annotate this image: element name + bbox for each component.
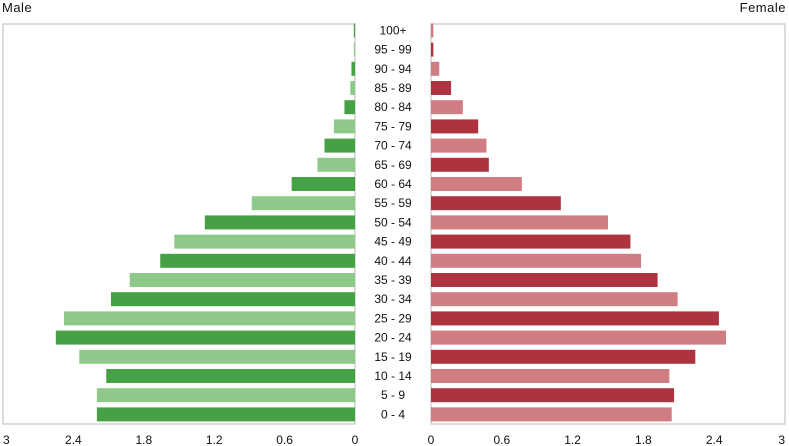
male-bar: [129, 273, 355, 287]
female-axis-tick-label: 0: [428, 433, 435, 446]
male-axis-tick-label: 0: [352, 433, 359, 446]
female-bar: [431, 61, 440, 76]
male-bar: [353, 42, 355, 57]
male-axis-tick-label: 1.8: [135, 433, 152, 446]
male-bar: [324, 138, 355, 153]
female-bar: [431, 292, 678, 307]
age-group-label: 60 - 64: [374, 177, 412, 191]
female-axis-tick-label: 3: [778, 433, 785, 446]
male-bar: [353, 23, 355, 38]
male-bar: [291, 177, 355, 191]
male-side-title: Male: [2, 0, 32, 15]
male-bar: [110, 292, 355, 307]
male-bar: [333, 119, 355, 134]
male-bar: [204, 215, 355, 230]
male-axis-tick-label: 0.6: [276, 433, 293, 446]
female-axis-ticks: 0 0.6 1.2 1.8 2.4 3: [428, 433, 786, 446]
female-bar: [431, 330, 726, 345]
female-bar: [431, 138, 487, 153]
female-side-title: Female: [740, 0, 786, 15]
female-bar: [431, 349, 696, 364]
female-bar: [431, 273, 658, 287]
age-group-label: 15 - 19: [374, 350, 412, 364]
female-bar: [431, 253, 642, 268]
male-axis-tick-label: 2.4: [65, 433, 82, 446]
age-group-label: 35 - 39: [374, 273, 412, 287]
age-group-label: 20 - 24: [374, 331, 412, 345]
female-bar: [431, 234, 631, 249]
female-bar: [431, 388, 675, 403]
age-group-label: 40 - 44: [374, 254, 412, 268]
age-group-label: 70 - 74: [374, 139, 412, 153]
male-bar: [251, 196, 355, 211]
male-bar: [174, 234, 355, 249]
male-bar: [160, 253, 355, 268]
male-bar: [350, 81, 355, 95]
age-group-label: 90 - 94: [374, 62, 412, 76]
age-group-label: 80 - 84: [374, 100, 412, 114]
female-axis-tick-label: 2.4: [706, 433, 723, 446]
age-group-label: 85 - 89: [374, 81, 412, 95]
age-group-label: 5 - 9: [381, 388, 405, 402]
female-bar: [431, 311, 719, 326]
female-bars: [431, 23, 726, 422]
male-axis-tick-label: 3: [3, 433, 10, 446]
female-bar: [431, 369, 670, 383]
male-bar: [106, 369, 355, 383]
female-bar: [431, 119, 479, 134]
male-bar: [79, 349, 356, 364]
female-axis-tick-label: 1.8: [635, 433, 652, 446]
female-axis-tick-label: 0.6: [493, 433, 510, 446]
age-group-label: 100+: [379, 23, 406, 37]
age-group-label: 45 - 49: [374, 235, 412, 249]
male-bars: [55, 23, 356, 422]
female-bar: [431, 215, 608, 230]
male-bar: [96, 407, 356, 422]
age-group-label: 50 - 54: [374, 215, 412, 229]
age-group-label: 95 - 99: [374, 43, 412, 57]
male-bar: [351, 61, 355, 76]
male-bar: [64, 311, 355, 326]
age-group-label: 10 - 14: [374, 369, 412, 383]
female-bar: [431, 407, 672, 422]
female-bar: [431, 42, 434, 57]
male-bar: [96, 388, 356, 403]
age-group-label: 25 - 29: [374, 311, 412, 325]
female-axis-tick-label: 1.2: [564, 433, 581, 446]
male-bar: [55, 330, 356, 345]
age-group-label: 0 - 4: [381, 407, 405, 421]
male-axis-ticks: 3 2.4 1.8 1.2 0.6 0: [3, 433, 359, 446]
female-bar: [431, 100, 463, 115]
female-bar: [431, 177, 522, 191]
female-bar: [431, 196, 561, 211]
age-group-label: 55 - 59: [374, 196, 412, 210]
male-bar: [317, 157, 355, 172]
age-group-label: 65 - 69: [374, 158, 412, 172]
age-group-labels: 0 - 4 5 - 9 10 - 14 15 - 19 20 - 24 25 - 29 30…: [374, 23, 412, 421]
age-group-label: 30 - 34: [374, 292, 412, 306]
female-bar: [431, 23, 434, 38]
male-axis-tick-label: 1.2: [206, 433, 223, 446]
female-bar: [431, 81, 452, 95]
male-bar: [344, 100, 355, 115]
female-bar: [431, 157, 489, 172]
age-group-label: 75 - 79: [374, 119, 412, 133]
